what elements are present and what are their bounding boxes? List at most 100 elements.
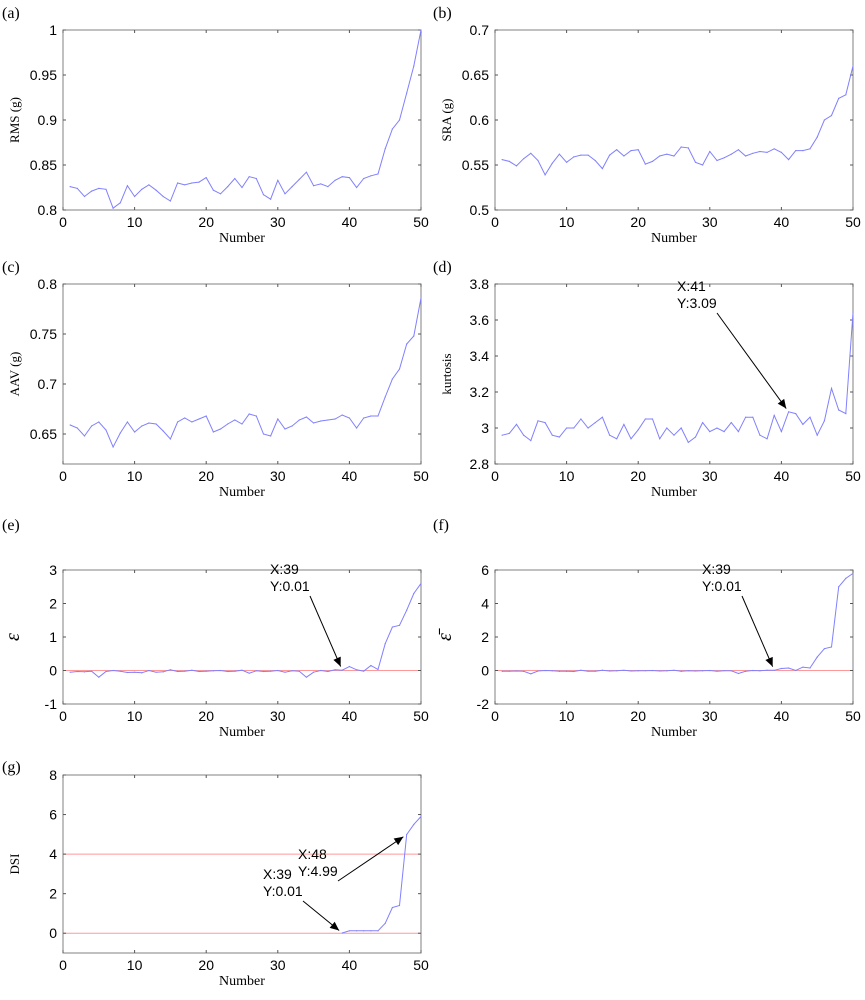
data-point	[537, 670, 539, 672]
data-point	[530, 440, 532, 442]
data-point	[384, 148, 386, 150]
data-point	[76, 187, 78, 189]
data-point	[637, 670, 639, 672]
data-point	[709, 669, 711, 672]
x-tick-label: 10	[127, 214, 143, 230]
data-point	[176, 670, 179, 673]
data-point	[644, 670, 646, 672]
y-tick-label: 2	[481, 629, 489, 645]
data-point	[126, 185, 129, 187]
data-point	[377, 415, 379, 417]
data-point	[277, 418, 279, 420]
data-point	[694, 161, 697, 163]
data-point	[262, 194, 265, 196]
data-point	[398, 904, 401, 907]
x-tick-label: 30	[270, 708, 286, 724]
data-point	[601, 669, 604, 671]
data-point	[105, 188, 107, 190]
y-tick-label: 0	[481, 663, 489, 679]
data-point	[141, 672, 143, 674]
data-point	[752, 152, 754, 154]
data-point	[845, 577, 847, 579]
y-tick-label: -2	[477, 696, 490, 712]
data-point	[327, 186, 329, 188]
data-point	[341, 176, 343, 178]
data-point	[558, 153, 561, 155]
data-point	[119, 202, 121, 204]
data-point	[723, 431, 725, 433]
data-point	[255, 670, 257, 672]
annotation-arrowhead	[333, 656, 341, 667]
data-point	[809, 148, 811, 150]
data-point	[637, 429, 639, 431]
data-point	[551, 670, 553, 672]
data-point	[544, 174, 546, 176]
data-point	[723, 157, 725, 159]
data-point	[298, 178, 300, 180]
data-point	[348, 177, 350, 179]
data-point	[787, 159, 790, 161]
data-point	[348, 930, 350, 932]
data-point	[91, 670, 93, 672]
x-tick-label: 50	[845, 214, 861, 230]
y-tick-label: 0.55	[462, 157, 489, 173]
axes-frame	[494, 283, 854, 465]
data-point	[745, 416, 747, 418]
y-tick-label: 1	[49, 629, 57, 645]
data-point	[219, 428, 222, 430]
data-point	[523, 434, 525, 436]
data-point	[248, 413, 250, 415]
axes-frame	[62, 283, 422, 465]
data-point	[802, 666, 804, 668]
data-point	[406, 343, 408, 345]
data-point	[852, 572, 854, 574]
data-point	[341, 669, 343, 671]
panel-label-d: (d)	[433, 259, 452, 276]
data-point	[155, 671, 157, 673]
data-point	[630, 670, 632, 672]
data-point	[255, 177, 257, 180]
data-point	[573, 156, 575, 158]
data-point	[580, 154, 582, 156]
data-point	[406, 92, 408, 94]
data-point	[198, 670, 200, 673]
data-point	[248, 176, 250, 178]
data-point	[830, 646, 833, 648]
data-point	[227, 423, 229, 425]
data-point	[391, 626, 393, 628]
data-point	[270, 435, 272, 437]
data-point	[148, 184, 150, 186]
data-point	[809, 416, 811, 418]
x-tick-label: 30	[270, 468, 286, 484]
data-point	[413, 592, 415, 595]
x-tick-label: 0	[59, 708, 67, 724]
x-tick-label: 0	[59, 957, 67, 973]
axes-frame	[62, 29, 422, 211]
data-point	[191, 669, 193, 671]
axes-frame	[494, 569, 854, 705]
y-tick-label: 2	[49, 596, 57, 612]
data-point	[105, 670, 107, 673]
data-point	[184, 184, 186, 186]
data-point	[716, 670, 718, 672]
data-point	[730, 670, 732, 672]
data-point	[558, 670, 561, 672]
panel-label-g: (g)	[2, 759, 21, 776]
data-point	[845, 94, 847, 96]
data-point	[673, 434, 675, 436]
annotation-label: Y:0.01	[270, 578, 310, 594]
data-point	[141, 425, 143, 427]
data-point	[420, 815, 422, 818]
y-tick-label: 0	[49, 663, 57, 679]
data-point	[587, 670, 589, 672]
data-point	[363, 177, 365, 180]
data-point	[277, 669, 279, 672]
x-tick-label: 50	[413, 957, 429, 973]
y-tick-label: 0.65	[462, 67, 489, 83]
data-point	[205, 670, 207, 672]
data-point	[219, 669, 222, 672]
data-point	[162, 430, 164, 432]
data-point	[334, 179, 336, 181]
data-point	[169, 438, 171, 440]
data-point	[234, 670, 236, 672]
